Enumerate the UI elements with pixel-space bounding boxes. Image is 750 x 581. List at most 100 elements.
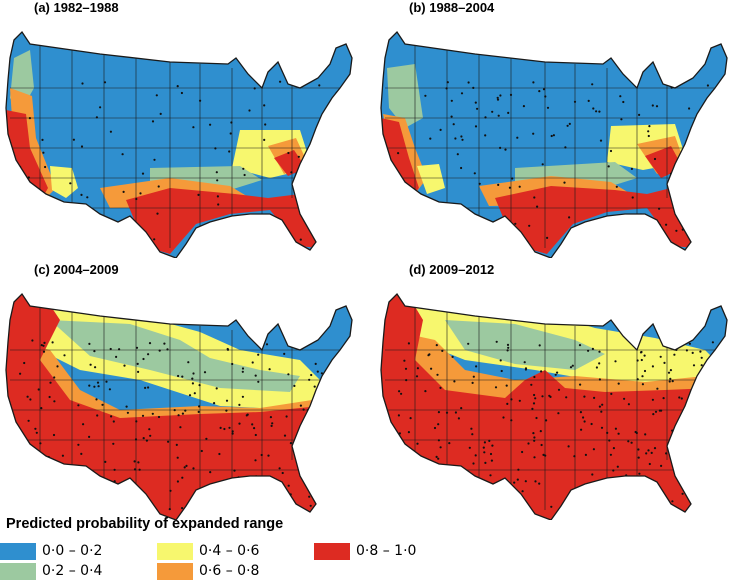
presence-dot <box>330 180 333 183</box>
presence-dot <box>496 96 499 99</box>
presence-dot <box>595 110 598 113</box>
presence-dot <box>94 366 97 369</box>
presence-dot <box>157 415 161 419</box>
presence-dot <box>484 461 487 464</box>
presence-dot <box>48 395 51 399</box>
presence-dot <box>219 426 222 429</box>
presence-dot <box>701 432 704 435</box>
presence-dot <box>19 467 23 471</box>
presence-dot <box>590 422 593 426</box>
presence-dot <box>138 468 141 471</box>
legend-swatch-4 <box>314 542 350 560</box>
presence-dot <box>436 484 439 487</box>
presence-dot <box>226 347 229 351</box>
presence-dot <box>309 504 312 507</box>
presence-dot <box>548 394 551 397</box>
presence-dot <box>257 353 260 356</box>
presence-dot <box>475 365 478 368</box>
presence-dot <box>23 361 26 365</box>
presence-dot <box>669 377 672 380</box>
presence-dot <box>454 411 457 414</box>
presence-dot <box>591 473 594 476</box>
presence-dot <box>622 100 625 104</box>
region-orange-d <box>389 330 715 406</box>
presence-dot <box>641 383 644 386</box>
presence-dot <box>269 416 272 419</box>
presence-dot <box>489 474 492 477</box>
presence-dot <box>637 448 640 451</box>
presence-dot <box>168 508 171 511</box>
presence-dot <box>407 431 410 434</box>
presence-dot <box>238 422 241 425</box>
presence-dot <box>214 491 217 494</box>
presence-dot <box>268 368 271 371</box>
presence-dot <box>209 123 212 126</box>
presence-dot <box>86 196 89 199</box>
presence-dot <box>177 414 180 417</box>
presence-dot <box>580 428 583 431</box>
presence-dot <box>287 151 290 155</box>
presence-dot <box>598 405 601 408</box>
presence-dot <box>659 355 662 358</box>
presence-dot <box>698 147 701 151</box>
presence-dot <box>541 163 544 166</box>
us-outline-d <box>380 292 728 520</box>
presence-dot <box>699 411 702 414</box>
presence-dot <box>139 192 142 195</box>
presence-dot <box>552 134 555 137</box>
presence-dot <box>464 221 467 224</box>
presence-dot <box>598 350 601 353</box>
presence-dot <box>550 134 553 138</box>
presence-dot <box>669 369 672 372</box>
presence-dot <box>191 382 194 385</box>
legend-swatch-3 <box>157 562 193 580</box>
presence-dot <box>424 390 427 393</box>
presence-dot <box>330 502 333 505</box>
presence-dot <box>497 114 500 117</box>
presence-dot <box>540 370 543 373</box>
presence-dot <box>697 123 700 126</box>
presence-dot <box>711 341 714 344</box>
presence-dot <box>325 404 328 407</box>
presence-dot <box>484 134 487 137</box>
presence-dot <box>630 441 633 444</box>
presence-dot <box>400 207 403 210</box>
presence-dot <box>708 197 711 201</box>
presence-dot <box>665 223 668 226</box>
presence-dot <box>249 219 252 222</box>
presence-dot <box>532 81 535 84</box>
presence-dot <box>681 492 684 495</box>
presence-dot <box>579 383 582 386</box>
presence-dot <box>639 504 642 507</box>
presence-dot <box>511 177 514 180</box>
presence-dot <box>439 128 442 131</box>
presence-dot <box>429 465 432 468</box>
presence-dot <box>260 453 263 457</box>
presence-dot <box>427 354 430 357</box>
presence-dot <box>29 468 32 471</box>
presence-dot <box>636 359 639 362</box>
presence-dot <box>685 349 688 352</box>
presence-dot <box>53 400 56 403</box>
presence-dot <box>583 395 586 398</box>
presence-dot <box>518 399 521 402</box>
presence-dot <box>112 420 115 423</box>
region-south-b <box>495 146 693 254</box>
presence-dot <box>665 452 668 455</box>
presence-dot <box>617 382 620 385</box>
presence-dot <box>246 477 249 480</box>
presence-dot <box>448 442 451 445</box>
presence-dot <box>30 243 33 246</box>
presence-dot <box>213 402 216 405</box>
presence-dot <box>61 234 64 237</box>
presence-dot <box>681 478 684 481</box>
presence-dot <box>647 134 650 138</box>
presence-dot <box>181 476 184 479</box>
presence-dot <box>33 502 37 505</box>
presence-dot <box>398 432 401 435</box>
presence-dot <box>651 104 654 107</box>
presence-dot <box>478 182 481 185</box>
presence-dot <box>704 364 707 367</box>
presence-dot <box>200 233 203 236</box>
presence-dot <box>72 138 75 141</box>
